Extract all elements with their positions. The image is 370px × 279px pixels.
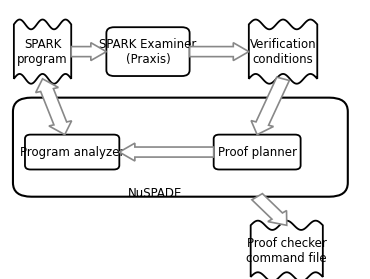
FancyBboxPatch shape [13,98,348,197]
Polygon shape [249,20,317,84]
Polygon shape [14,20,71,84]
FancyBboxPatch shape [25,134,119,169]
Text: Proof planner: Proof planner [218,146,297,158]
Polygon shape [119,143,213,161]
Text: SPARK Examiner
(Praxis): SPARK Examiner (Praxis) [99,38,197,66]
Polygon shape [71,43,107,61]
Text: NuSPADE: NuSPADE [128,187,182,199]
FancyBboxPatch shape [213,134,300,169]
FancyBboxPatch shape [107,27,190,76]
Polygon shape [251,221,323,279]
Text: SPARK
program: SPARK program [17,38,68,66]
Polygon shape [252,194,287,225]
Text: Program analyzer: Program analyzer [20,146,124,158]
Polygon shape [190,43,249,61]
Text: Proof checker
command file: Proof checker command file [246,237,327,265]
Text: Verification
conditions: Verification conditions [250,38,316,66]
Polygon shape [251,77,289,134]
Polygon shape [36,79,72,134]
